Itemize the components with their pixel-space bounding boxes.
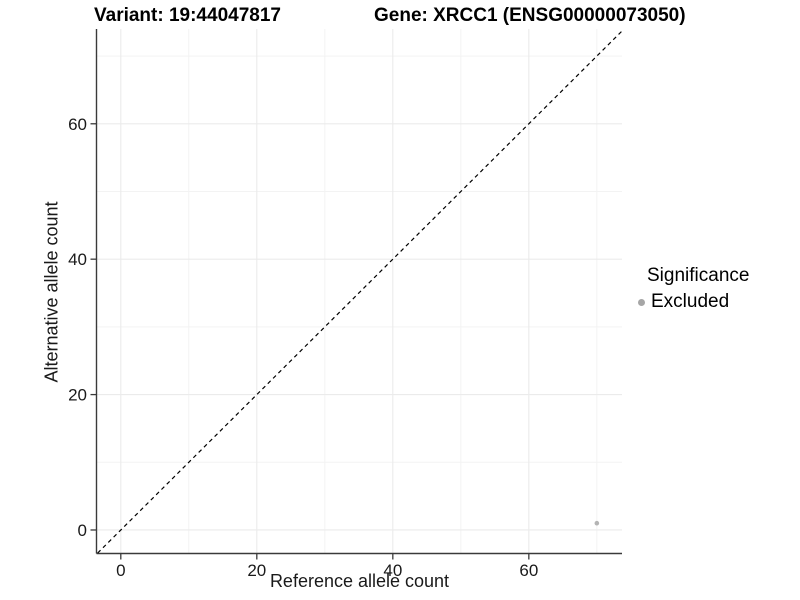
identity-line bbox=[97, 30, 623, 554]
legend-item: Excluded bbox=[638, 291, 749, 313]
y-tick-label: 0 bbox=[78, 521, 87, 540]
y-tick-label: 60 bbox=[68, 115, 87, 134]
plot-title-variant: Variant: 19:44047817 bbox=[94, 5, 281, 26]
legend: Significance Excluded bbox=[638, 264, 749, 313]
legend-item-label: Excluded bbox=[651, 291, 730, 312]
x-tick-label: 60 bbox=[519, 561, 538, 580]
x-axis-label: Reference allele count bbox=[269, 571, 450, 591]
x-tick-label: 40 bbox=[383, 561, 402, 580]
legend-title: Significance bbox=[647, 265, 750, 286]
y-tick-label: 40 bbox=[68, 250, 87, 269]
legend-marker-circle-icon bbox=[638, 298, 645, 306]
x-tick-label: 20 bbox=[247, 561, 266, 580]
data-point bbox=[594, 520, 600, 526]
y-tick-label: 20 bbox=[68, 386, 87, 405]
plot-title-gene: Gene: XRCC1 (ENSG00000073050) bbox=[374, 5, 686, 26]
y-axis-label: Alternative allele count bbox=[41, 201, 62, 383]
x-tick-label: 0 bbox=[116, 561, 125, 580]
